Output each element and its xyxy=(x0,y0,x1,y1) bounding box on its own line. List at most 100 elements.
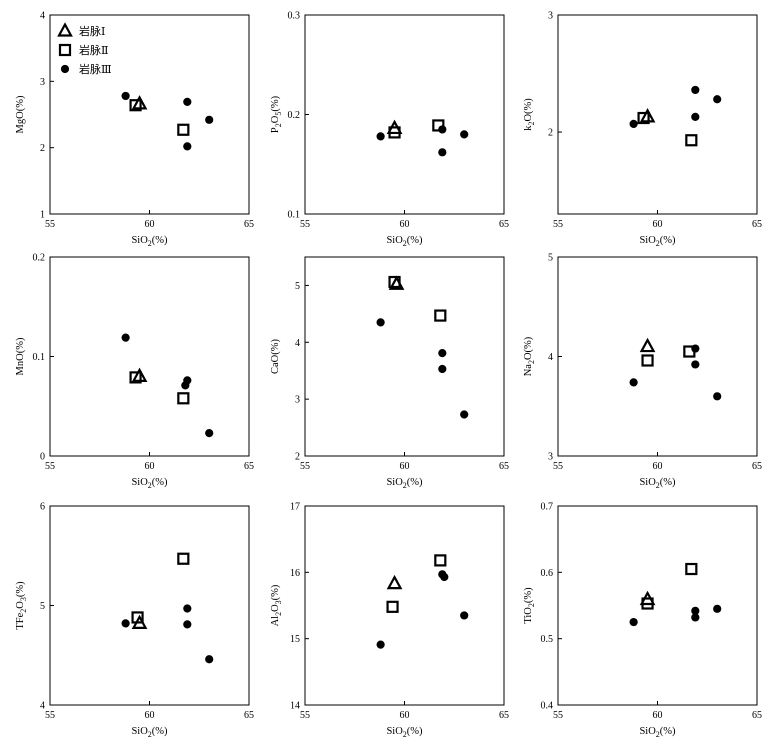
data-point-circle xyxy=(205,115,214,124)
data-point-circle xyxy=(691,112,700,121)
y-axis-label: TiO2(%) xyxy=(523,587,536,624)
x-axis-label: SiO2(%) xyxy=(386,235,423,248)
data-point-circle xyxy=(438,364,447,374)
data-point-circle xyxy=(460,130,469,139)
data-point-circle xyxy=(205,429,214,438)
legend: 岩脉Ⅰ 岩脉Ⅱ 岩脉Ⅲ xyxy=(57,22,112,76)
data-point-circle xyxy=(691,613,700,622)
data-point-square xyxy=(641,354,654,367)
y-axis-label: MgO(%) xyxy=(15,95,26,133)
x-tick-label: 65 xyxy=(244,461,254,472)
y-axis-label: Al2O3(%) xyxy=(270,584,283,626)
data-point-triangle xyxy=(131,614,148,630)
y-tick-label: 4 xyxy=(40,701,45,712)
data-point-circle xyxy=(691,85,700,95)
data-point-circle xyxy=(183,620,192,629)
panel-p2o5: 55 60 65 0.1 0.2 0.3 SiO2(%) P2O5(%) xyxy=(270,11,509,249)
data-point-square xyxy=(434,554,447,567)
y-tick-label: 0.6 xyxy=(541,568,554,579)
data-point-circle xyxy=(121,333,130,342)
panel-mno: 55 60 65 0 0.1 0.2 SiO2(%) MnO(%) xyxy=(15,253,254,491)
x-tick-label: 55 xyxy=(553,710,563,721)
x-axis-label: SiO2(%) xyxy=(386,726,423,739)
x-tick-label: 55 xyxy=(300,219,310,230)
x-axis-label: SiO2(%) xyxy=(386,477,423,490)
y-axis-label: TFe2O3(%) xyxy=(15,581,28,630)
data-point-circle xyxy=(691,360,700,369)
legend-marker-circle xyxy=(60,64,70,74)
data-point-triangle xyxy=(639,337,656,353)
data-point-triangle xyxy=(131,367,148,382)
panel-tfe2o3: 55 60 65 4 5 6 SiO2(%) TFe2O3(%) xyxy=(15,502,254,740)
y-tick-label: 0.4 xyxy=(541,701,554,712)
y-axis-label: P2O5(%) xyxy=(270,95,283,133)
x-tick-label: 55 xyxy=(300,461,310,472)
data-point-square xyxy=(129,99,142,112)
plot-frame xyxy=(557,505,758,706)
plot-frame xyxy=(304,256,505,457)
panel-k2o: 55 60 65 2 3 SiO2(%) k2O(%) xyxy=(523,11,762,249)
y-tick-label: 2 xyxy=(40,143,45,154)
y-tick-label: 2 xyxy=(548,128,553,139)
data-point-circle xyxy=(629,119,638,128)
y-tick-label: 0.3 xyxy=(288,11,301,22)
x-tick-label: 60 xyxy=(145,219,155,230)
data-point-square xyxy=(685,134,698,147)
y-tick-label: 16 xyxy=(290,568,300,579)
data-point-circle xyxy=(460,611,469,620)
data-point-circle xyxy=(376,132,385,141)
y-tick-label: 5 xyxy=(295,281,300,292)
x-axis-label: SiO2(%) xyxy=(639,235,676,248)
plot-frame xyxy=(304,14,505,215)
x-tick-label: 65 xyxy=(499,219,509,230)
y-tick-label: 6 xyxy=(40,502,45,513)
y-tick-label: 4 xyxy=(40,11,45,22)
data-point-circle xyxy=(713,95,722,104)
y-tick-label: 4 xyxy=(295,338,300,349)
data-point-circle xyxy=(183,376,192,385)
legend-label: 岩脉Ⅰ xyxy=(79,24,105,38)
x-axis-label: SiO2(%) xyxy=(639,477,676,490)
data-point-circle xyxy=(183,97,192,106)
data-point-triangle xyxy=(386,574,403,590)
x-tick-label: 60 xyxy=(145,461,155,472)
data-point-circle xyxy=(205,655,214,664)
panel-na2o: 55 60 65 3 4 5 SiO2(%) Na2O(%) xyxy=(523,253,762,491)
panel-al2o3: 55 60 65 14 15 16 17 SiO2(%) Al2O3(%) xyxy=(270,502,509,740)
x-tick-label: 55 xyxy=(553,219,563,230)
y-tick-label: 4 xyxy=(548,352,553,363)
legend-label: 岩脉Ⅲ xyxy=(79,62,112,76)
y-axis-label: CaO(%) xyxy=(270,339,281,374)
data-point-circle xyxy=(629,378,638,387)
x-tick-label: 65 xyxy=(499,461,509,472)
data-point-circle xyxy=(438,148,447,157)
data-point-circle xyxy=(376,640,385,649)
y-tick-label: 0.1 xyxy=(33,352,46,363)
data-point-square xyxy=(637,111,650,125)
y-tick-label: 3 xyxy=(40,77,45,88)
x-tick-label: 60 xyxy=(400,219,410,230)
data-point-triangle xyxy=(386,119,403,135)
y-tick-label: 5 xyxy=(548,253,553,264)
x-axis-label: SiO2(%) xyxy=(131,477,168,490)
x-axis-label: SiO2(%) xyxy=(131,235,168,248)
panel-mgo: 55 60 65 1 2 3 4 SiO2(%) MgO(%) 岩脉Ⅰ 岩脉Ⅱ 岩脉Ⅲ xyxy=(15,11,254,249)
x-tick-label: 55 xyxy=(553,461,563,472)
x-tick-label: 60 xyxy=(400,461,410,472)
y-axis-label: k2O(%) xyxy=(523,98,536,131)
data-point-square xyxy=(432,119,445,132)
y-tick-label: 5 xyxy=(40,601,45,612)
data-point-triangle xyxy=(131,95,148,110)
y-tick-label: 3 xyxy=(295,395,300,406)
data-point-circle xyxy=(183,604,192,613)
data-point-circle xyxy=(121,91,130,101)
y-tick-label: 0.1 xyxy=(288,210,301,221)
y-tick-label: 0.5 xyxy=(541,634,554,645)
x-tick-label: 65 xyxy=(244,710,254,721)
x-tick-label: 55 xyxy=(45,219,55,230)
legend-marker-triangle xyxy=(57,22,73,37)
data-point-circle xyxy=(121,619,130,628)
x-axis-label: SiO2(%) xyxy=(131,726,168,739)
data-point-triangle xyxy=(639,590,656,606)
